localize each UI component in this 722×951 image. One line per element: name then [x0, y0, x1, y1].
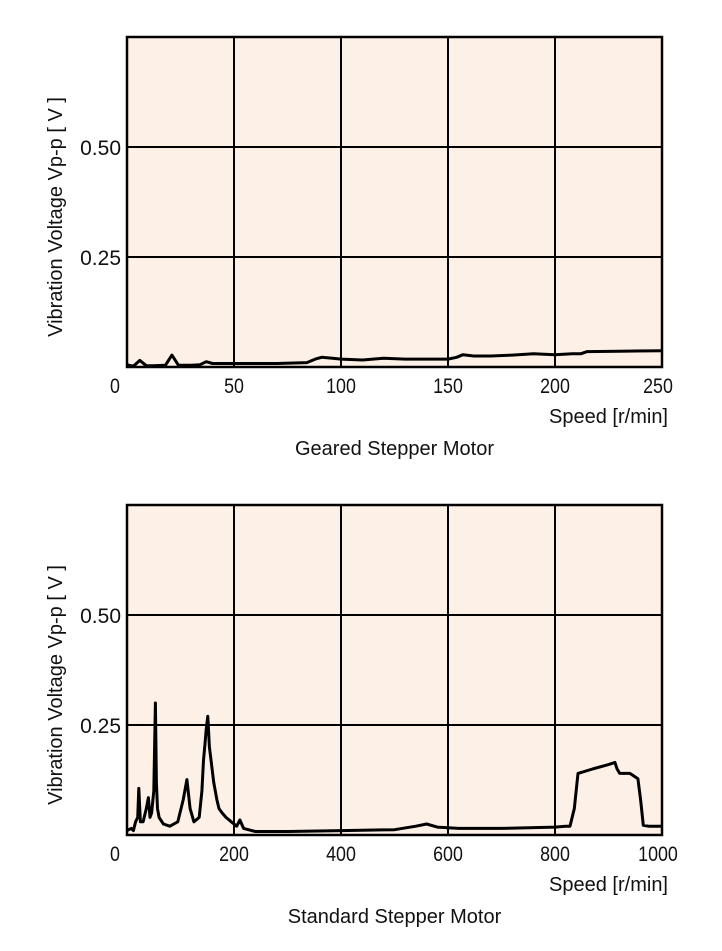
y-tick-label: 0.25 — [80, 247, 121, 270]
plot-area — [127, 37, 662, 367]
x-tick-label: 0 — [110, 375, 120, 399]
x-tick-label: 400 — [326, 843, 356, 867]
y-axis-label: Vibration Voltage Vp-p [ V ] — [45, 565, 67, 805]
x-tick-label: 600 — [433, 843, 463, 867]
x-tick-label: 0 — [110, 843, 120, 867]
plot-frame — [125, 35, 664, 369]
x-axis-label: Speed [r/min] — [549, 406, 668, 428]
x-tick-label: 50 — [224, 375, 244, 399]
y-tick-label: 0.50 — [80, 137, 121, 160]
y-axis-label: Vibration Voltage Vp-p [ V ] — [45, 97, 67, 337]
chart-title: Standard Stepper Motor — [288, 906, 502, 928]
data-series-line — [126, 349, 663, 368]
x-tick-label: 250 — [643, 375, 673, 399]
x-tick-label: 200 — [219, 843, 249, 867]
x-tick-label: 100 — [326, 375, 356, 399]
plot-area — [127, 505, 662, 835]
chart-title: Geared Stepper Motor — [295, 438, 494, 460]
x-tick-label: 200 — [540, 375, 570, 399]
x-axis-label: Speed [r/min] — [549, 874, 668, 896]
x-tick-label: 1000 — [638, 843, 678, 867]
x-tick-label: 150 — [433, 375, 463, 399]
x-tick-label: 800 — [540, 843, 570, 867]
data-series-line — [126, 701, 662, 833]
y-tick-label: 0.50 — [80, 605, 121, 628]
y-tick-label: 0.25 — [80, 715, 121, 738]
plot-frame — [125, 503, 664, 837]
